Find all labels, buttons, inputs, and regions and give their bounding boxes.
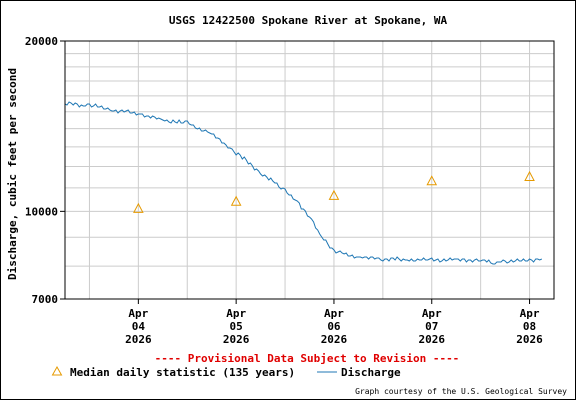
x-tick-label: Apr 07 2026 — [419, 307, 446, 346]
x-tick-label-line: 2026 — [125, 333, 152, 346]
x-tick-label-line: 2026 — [321, 333, 348, 346]
plot-area-border — [64, 40, 555, 300]
series — [64, 101, 543, 265]
x-tick-label-line: Apr — [422, 307, 442, 320]
x-tick-label-line: Apr — [520, 307, 540, 320]
y-axis-label: Discharge, cubic feet per second — [6, 68, 19, 280]
median-point — [524, 170, 535, 181]
x-tick-label-line: Apr — [226, 307, 246, 320]
median-point — [426, 175, 438, 186]
y-tick-label: 10000 — [25, 205, 58, 218]
y-tick-label: 20000 — [25, 35, 58, 48]
median-point — [133, 202, 144, 213]
x-tick-label-line: 2026 — [223, 333, 250, 346]
legend-discharge-label: Discharge — [341, 366, 401, 379]
x-tick-label-line: 04 — [132, 320, 146, 333]
x-tick-label-line: 06 — [327, 320, 341, 333]
x-tick-label-line: 08 — [523, 320, 536, 333]
x-tick-label-line: Apr — [324, 307, 344, 320]
legend: Median daily statistic (135 years) Disch… — [51, 365, 401, 379]
discharge-line — [64, 101, 543, 265]
median-point — [328, 189, 340, 200]
credit-text: Graph courtesy of the U.S. Geological Su… — [355, 387, 567, 396]
median-point — [230, 195, 242, 206]
x-tick-label-line: 07 — [425, 320, 438, 333]
y-axis-ticks: 7000 10000 20000 — [25, 35, 65, 306]
x-tick-label: Apr 04 2026 — [125, 307, 152, 346]
x-tick-label: Apr 08 2026 — [516, 307, 543, 346]
grid — [65, 41, 554, 299]
x-tick-label-line: Apr — [128, 307, 148, 320]
x-tick-label: Apr 05 2026 — [223, 307, 250, 346]
y-tick-label: 7000 — [32, 293, 59, 306]
x-tick-label: Apr 06 2026 — [321, 307, 348, 346]
provisional-notice: ---- Provisional Data Subject to Revisio… — [155, 352, 460, 365]
legend-median-label: Median daily statistic (135 years) — [70, 366, 295, 379]
legend-median-symbol — [51, 365, 63, 376]
x-tick-label-line: 2026 — [419, 333, 446, 346]
chart-title: USGS 12422500 Spokane River at Spokane, … — [169, 14, 448, 27]
x-tick-label-line: 05 — [230, 320, 243, 333]
x-tick-label-line: 2026 — [516, 333, 543, 346]
